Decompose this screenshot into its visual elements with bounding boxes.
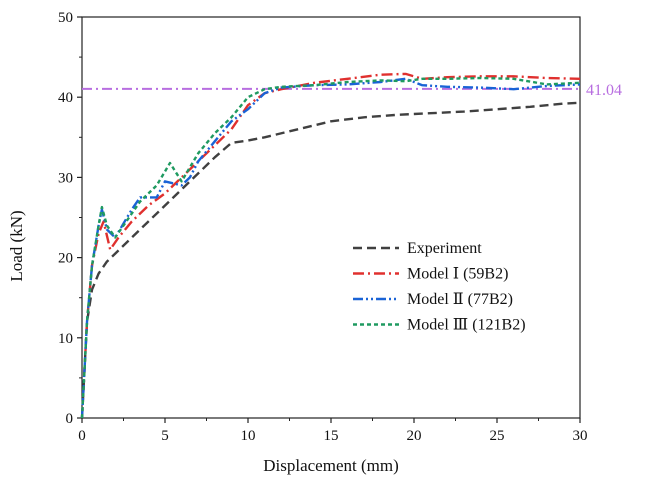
y-tick-label: 10 [58, 331, 73, 347]
y-axis-title: Load (kN) [7, 210, 26, 281]
y-tick-label: 40 [58, 90, 73, 106]
x-tick-label: 0 [78, 428, 86, 444]
legend-label-4: Model Ⅲ (121B2) [407, 317, 526, 334]
y-tick-label: 0 [66, 411, 74, 427]
x-tick-label: 10 [241, 428, 256, 444]
x-tick-label: 5 [161, 428, 169, 444]
x-axis: 0 5 10 15 20 25 30 [78, 418, 588, 444]
reference-line-label: 41.04 [586, 82, 622, 99]
series-line-3 [80, 77, 581, 419]
y-axis: 0 10 20 30 40 50 [58, 10, 82, 427]
plot-border [81, 16, 581, 419]
legend: Experiment Model Ⅰ (59B2) Model Ⅱ (77B2) Mo… [353, 240, 526, 334]
plot-frame [81, 16, 581, 419]
series-line-1 [80, 101, 581, 419]
series-group [80, 72, 581, 419]
x-tick-label: 30 [573, 428, 588, 444]
legend-label-2: Model Ⅰ (59B2) [407, 266, 508, 283]
legend-label-1: Experiment [407, 240, 482, 257]
x-tick-label: 25 [490, 428, 505, 444]
y-tick-label: 30 [58, 170, 73, 186]
y-tick-label: 20 [58, 251, 73, 267]
reference-line-group: 41.04 [82, 82, 622, 99]
x-tick-label: 15 [324, 428, 339, 444]
x-axis-title: Displacement (mm) [263, 456, 399, 475]
y-tick-label: 50 [58, 10, 73, 26]
x-tick-label: 20 [407, 428, 422, 444]
series-line-2 [80, 72, 581, 419]
legend-label-3: Model Ⅱ (77B2) [407, 291, 513, 308]
series-line-4 [80, 76, 581, 419]
